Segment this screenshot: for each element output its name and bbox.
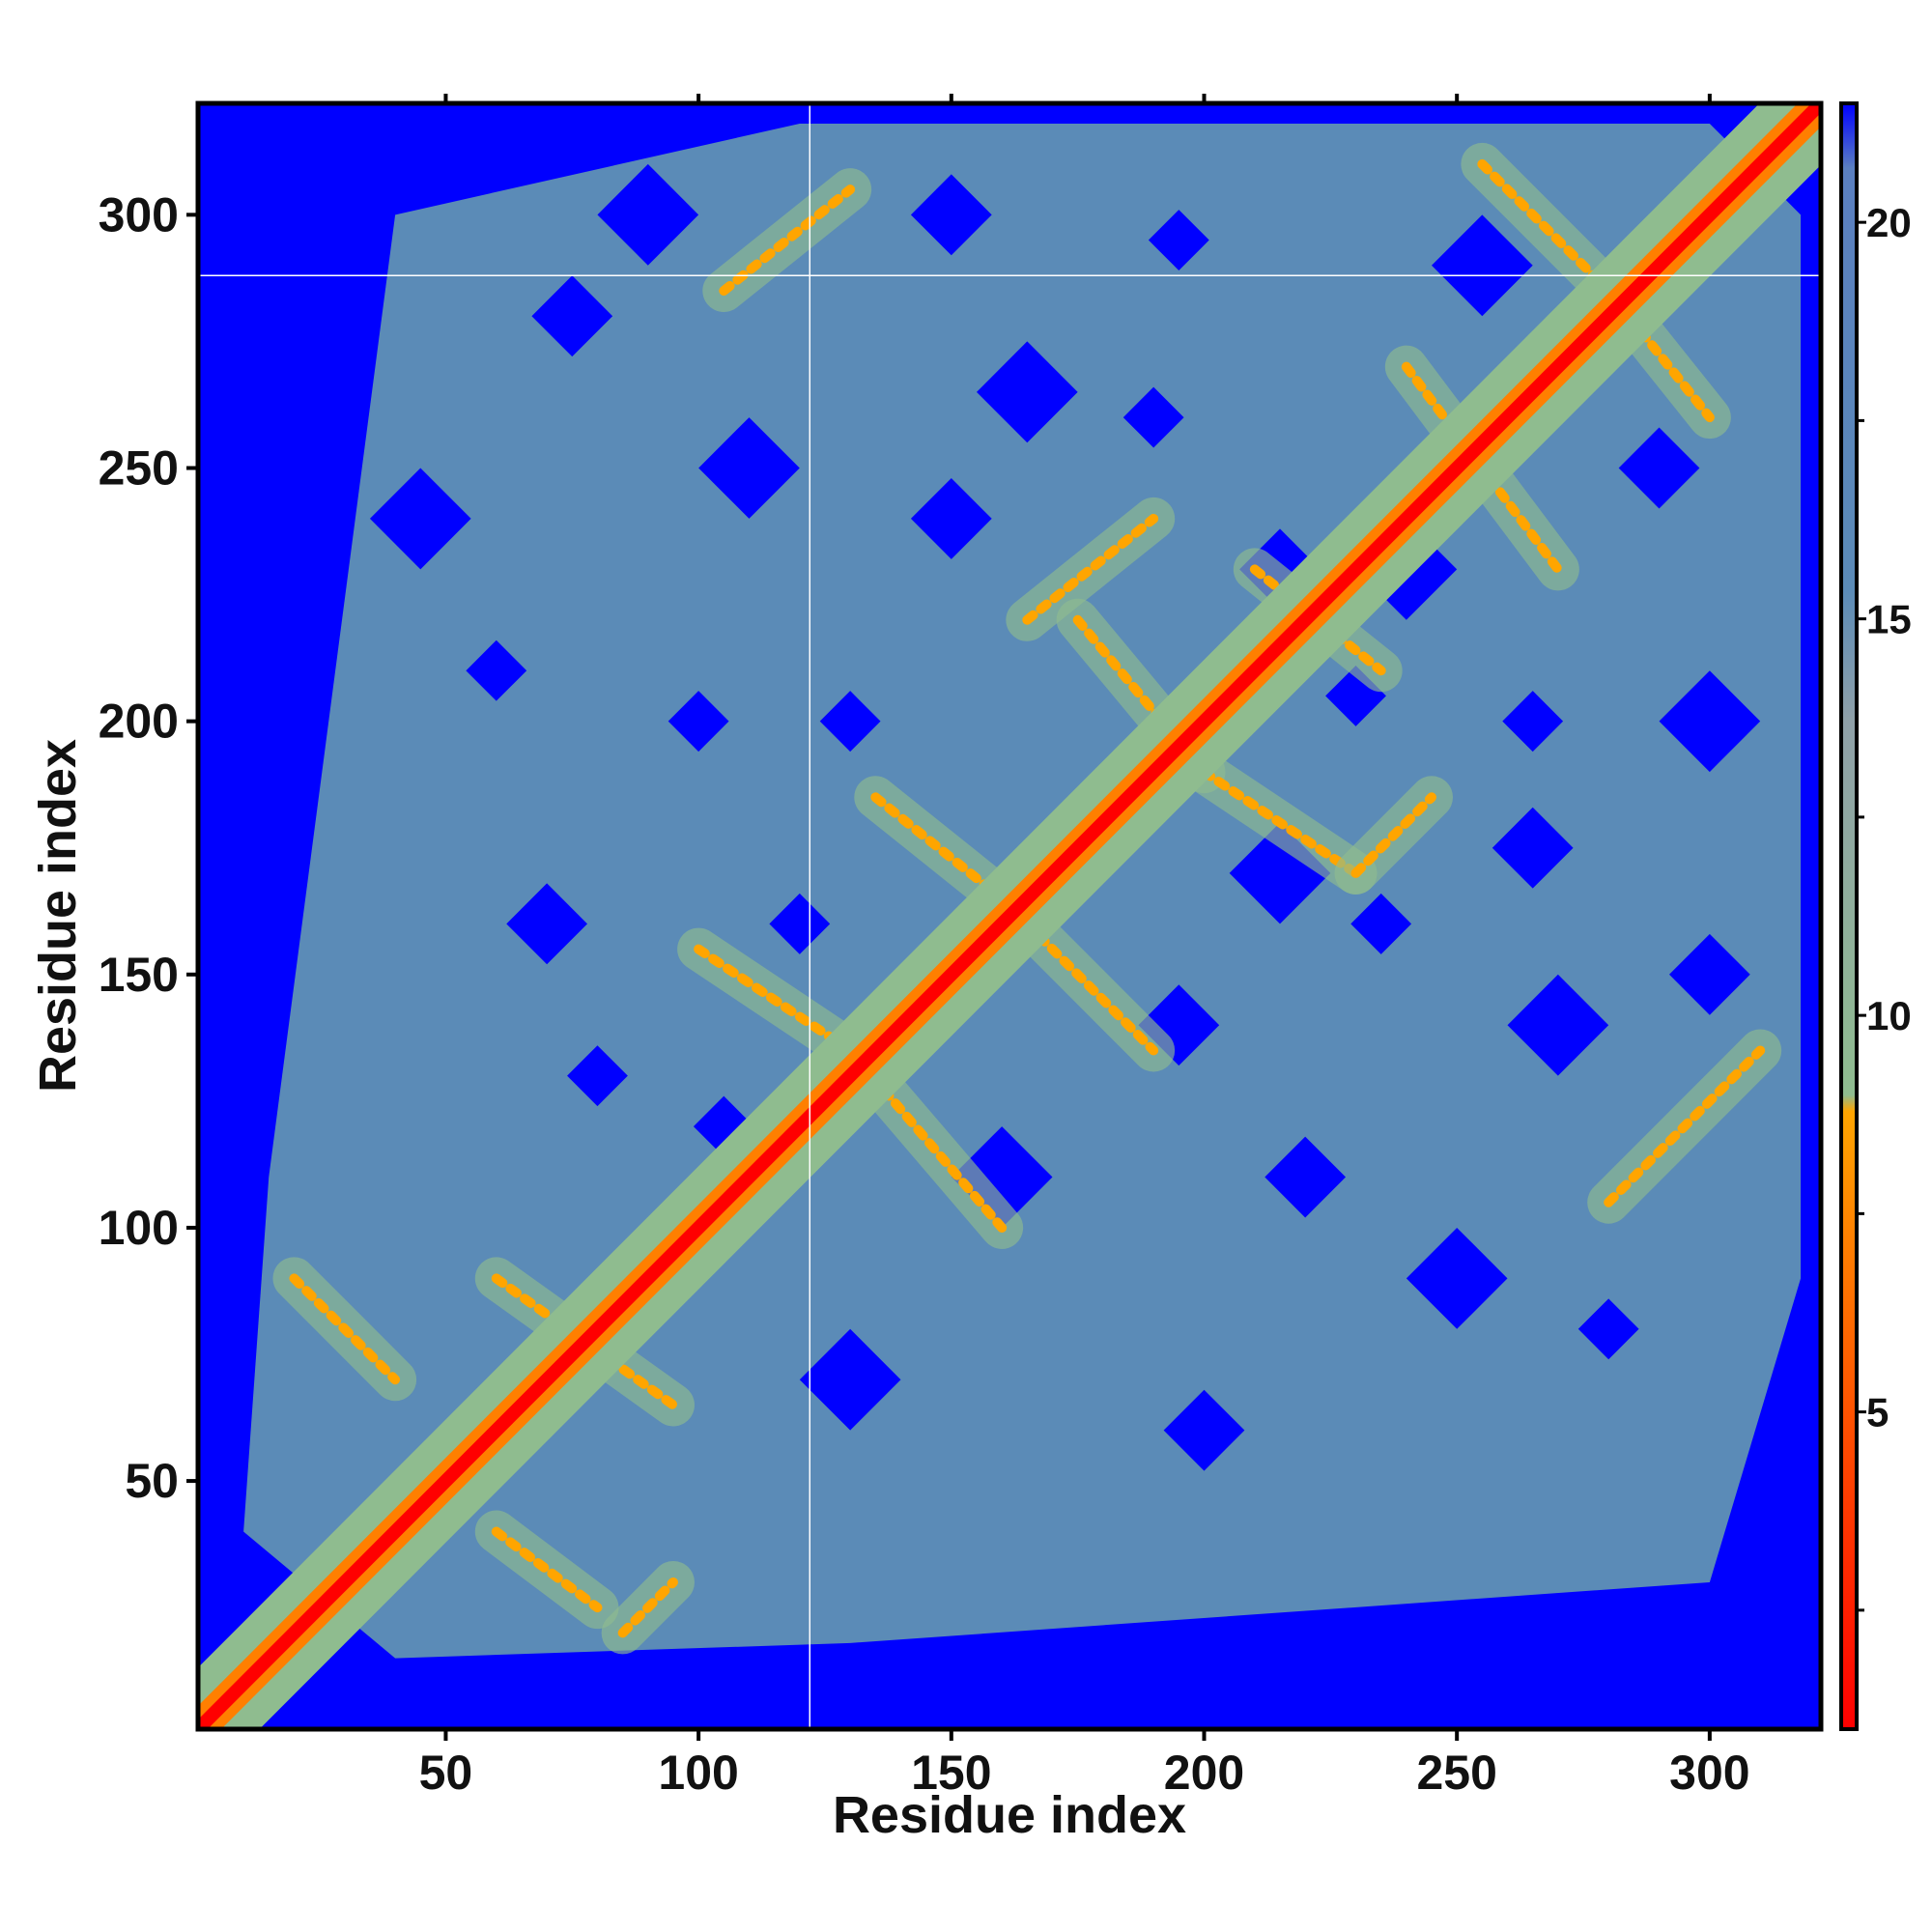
colorbar <box>1839 101 1859 1731</box>
colorbar-tick-label: 10 <box>1866 993 1912 1038</box>
contact-band-core <box>1604 1045 1766 1208</box>
far-distance-patch <box>698 417 800 519</box>
y-tick-label: 250 <box>99 440 179 495</box>
x-tick-label: 200 <box>1164 1746 1244 1800</box>
far-distance-patch <box>369 468 471 570</box>
far-distance-patch <box>1325 665 1386 726</box>
y-tick-label: 300 <box>99 187 179 242</box>
diagonal-core <box>198 103 1821 1729</box>
x-tick-label: 100 <box>658 1746 738 1800</box>
far-distance-patch <box>1350 893 1412 954</box>
x-axis-label: Residue index <box>833 1786 1186 1844</box>
far-distance-patch <box>1122 386 1184 448</box>
far-distance-patch <box>1406 1227 1508 1329</box>
far-distance-patch <box>567 1045 628 1107</box>
far-distance-patch <box>1618 427 1700 509</box>
far-distance-patch <box>1577 1298 1639 1360</box>
contact-band-core <box>289 1273 401 1385</box>
contact-band-core <box>719 185 856 296</box>
contact-band-core <box>1350 792 1437 878</box>
far-distance-patch <box>1148 210 1209 271</box>
x-tick-label: 50 <box>419 1746 473 1800</box>
x-axis-ticks: 50 100 150 200 250 300 <box>419 94 1750 1800</box>
contact-band-core <box>1022 513 1159 625</box>
far-distance-patch <box>506 883 587 965</box>
contact-band-core <box>491 1526 603 1613</box>
contact-band-core <box>694 944 856 1056</box>
far-distance-patch <box>1432 214 1533 317</box>
far-distance-patch <box>1507 974 1609 1076</box>
colorbar-tick-label: 20 <box>1866 200 1912 245</box>
far-distance-patch <box>1492 807 1574 889</box>
colorbar-tick-label: 5 <box>1866 1390 1889 1435</box>
colorbar-ticks: 5 10 15 20 <box>1857 200 1912 1612</box>
heatmap-area <box>198 103 1821 1729</box>
far-distance-patch <box>976 341 1078 443</box>
contact-band-core <box>1022 919 1159 1056</box>
contact-band-core <box>870 792 1008 904</box>
contact-band-core <box>1199 767 1361 878</box>
far-distance-patch <box>531 275 613 357</box>
y-tick-label: 150 <box>99 948 179 1002</box>
contact-band-core <box>617 1577 678 1638</box>
far-distance-patch <box>910 174 992 256</box>
y-tick-label: 50 <box>125 1454 179 1508</box>
x-tick-label: 150 <box>911 1746 991 1800</box>
y-tick-label: 100 <box>99 1201 179 1255</box>
far-distance-patch <box>1668 933 1750 1015</box>
far-distance-patch <box>910 477 992 559</box>
colorbar-tick-label: 15 <box>1866 597 1912 642</box>
far-distance-patch <box>597 163 699 266</box>
far-distance-patch <box>1264 1136 1347 1218</box>
far-distance-patch <box>799 1328 901 1431</box>
y-tick-label: 200 <box>99 695 179 749</box>
far-distance-patch <box>1138 984 1220 1066</box>
far-distance-patch <box>1502 691 1564 753</box>
far-distance-patch <box>819 691 881 753</box>
far-distance-patch <box>769 893 831 954</box>
x-tick-label: 300 <box>1669 1746 1749 1800</box>
contact-band-core <box>1477 158 1614 296</box>
y-axis-label: Residue index <box>29 739 87 1093</box>
far-distance-patch <box>668 691 729 753</box>
plot-frame <box>195 100 1824 1732</box>
y-axis-ticks: 50 100 150 200 250 300 <box>99 187 198 1508</box>
far-distance-patch <box>1659 670 1761 773</box>
far-distance-patch <box>1163 1389 1245 1471</box>
x-tick-label: 250 <box>1416 1746 1496 1800</box>
far-distance-patch <box>466 639 527 701</box>
